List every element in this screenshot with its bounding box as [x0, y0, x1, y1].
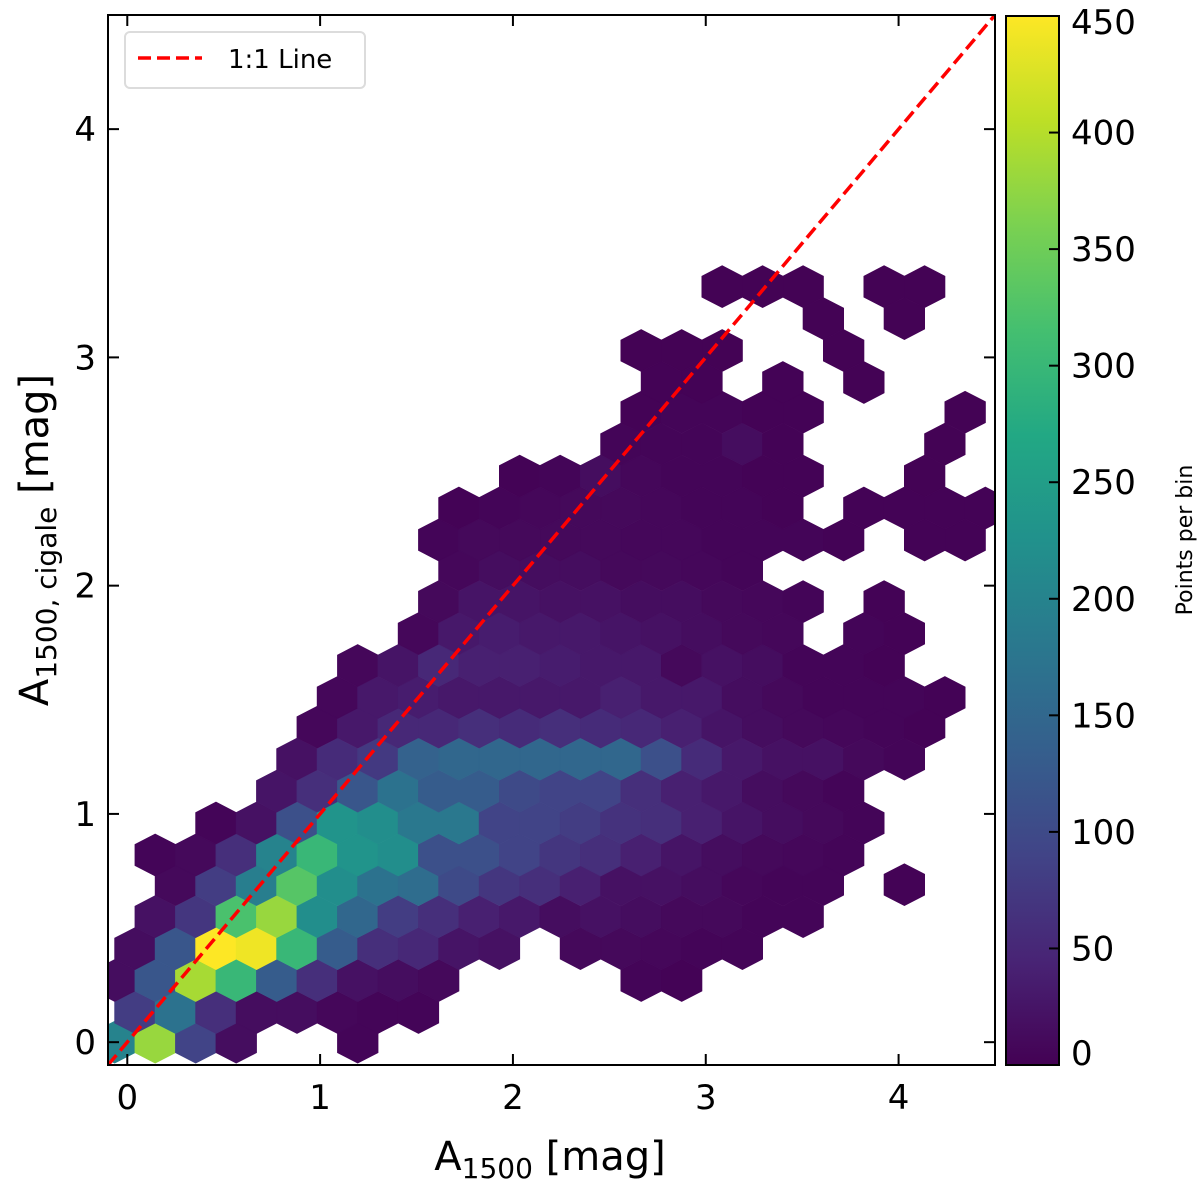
hexbin-cell — [782, 265, 824, 308]
hexbin-cells — [108, 265, 995, 1064]
x-axis-ticks: 0 1 2 3 4 — [116, 15, 909, 1118]
hexbin-cell — [863, 644, 905, 687]
hexbin-cell — [418, 959, 460, 1002]
hexbin-cell — [904, 265, 946, 308]
colorbar-tick-label: 50 — [1071, 929, 1114, 969]
x-tick-label: 4 — [888, 1078, 910, 1118]
colorbar-tick-label: 150 — [1071, 696, 1136, 736]
legend-label: 1:1 Line — [228, 45, 332, 75]
hexbin-cell — [823, 769, 865, 813]
hexbin-cell — [661, 959, 703, 1002]
hexbin-cell — [883, 297, 925, 340]
hexbin-cell — [397, 991, 440, 1034]
y-tick-label: 0 — [74, 1023, 96, 1063]
colorbar-tick-label: 350 — [1071, 230, 1136, 270]
hexbin-cell — [863, 580, 905, 623]
y-tick-label: 1 — [74, 795, 96, 835]
colorbar-gradient — [1005, 15, 1060, 1066]
legend: 1:1 Line — [124, 31, 366, 89]
y-axis-label: A1500, cigale [mag] — [12, 374, 63, 706]
colorbar-tick-label: 450 — [1071, 3, 1136, 43]
hexbin-cell — [782, 454, 824, 498]
hexbin-cell — [883, 612, 925, 655]
hexbin-cell — [762, 486, 804, 530]
colorbar-tick-label: 400 — [1071, 114, 1136, 154]
colorbar-label: Points per bin — [1173, 465, 1198, 616]
one-to-one-line — [108, 15, 995, 1065]
y-tick-label: 3 — [74, 338, 96, 378]
hexbin-cell — [701, 329, 743, 372]
colorbar-tick-label: 0 — [1071, 1034, 1093, 1074]
hexbin-cell — [823, 833, 865, 877]
hexbin-cell — [762, 361, 804, 404]
colorbar-tick-label: 250 — [1071, 463, 1136, 503]
colorbar-tick-label: 300 — [1071, 347, 1136, 387]
hexbin-cell — [721, 927, 763, 970]
x-tick-label: 2 — [502, 1078, 524, 1118]
y-tick-label: 4 — [74, 110, 96, 150]
x-tick-label: 0 — [116, 1078, 138, 1118]
hexbin-cell — [762, 422, 804, 466]
hexbin-cell — [478, 927, 521, 970]
x-tick-label: 1 — [309, 1078, 331, 1118]
colorbar-ticks: 0 50 100 150 200 250 300 350 400 450 — [1049, 3, 1136, 1074]
colorbar-tick-label: 200 — [1071, 580, 1136, 620]
hexbin-cell — [883, 737, 925, 781]
hexbin-cell — [823, 518, 865, 562]
hexbin-cell — [924, 422, 966, 466]
hexbin-cell — [883, 863, 925, 907]
hexbin-cell — [924, 676, 966, 719]
hexbin-cell — [944, 518, 986, 562]
x-tick-label: 3 — [695, 1078, 717, 1118]
legend-box — [124, 31, 366, 89]
hexbin-cell — [823, 329, 865, 372]
colorbar: 0 50 100 150 200 250 300 350 400 450 Points per b… — [1005, 3, 1198, 1074]
hexbin-cell — [944, 390, 986, 434]
hexbin-cell — [843, 801, 885, 845]
colorbar-tick-label: 100 — [1071, 813, 1136, 853]
plot-frame — [107, 14, 996, 1066]
y-tick-label: 2 — [74, 567, 96, 607]
hexbin-cell — [782, 580, 824, 623]
hexbin-cell — [802, 297, 844, 340]
hexbin-cell — [701, 265, 743, 308]
hexbin-cell — [681, 361, 723, 404]
hexbin-cell — [762, 612, 804, 655]
hexbin-cell — [964, 486, 995, 530]
x-axis-label: A1500 [mag] — [434, 1134, 665, 1181]
hexbin-cell — [843, 361, 885, 404]
y-axis-ticks: 0 1 2 3 4 — [74, 110, 995, 1063]
hexbin-cell — [904, 454, 946, 498]
hexbin-cell — [782, 895, 824, 938]
